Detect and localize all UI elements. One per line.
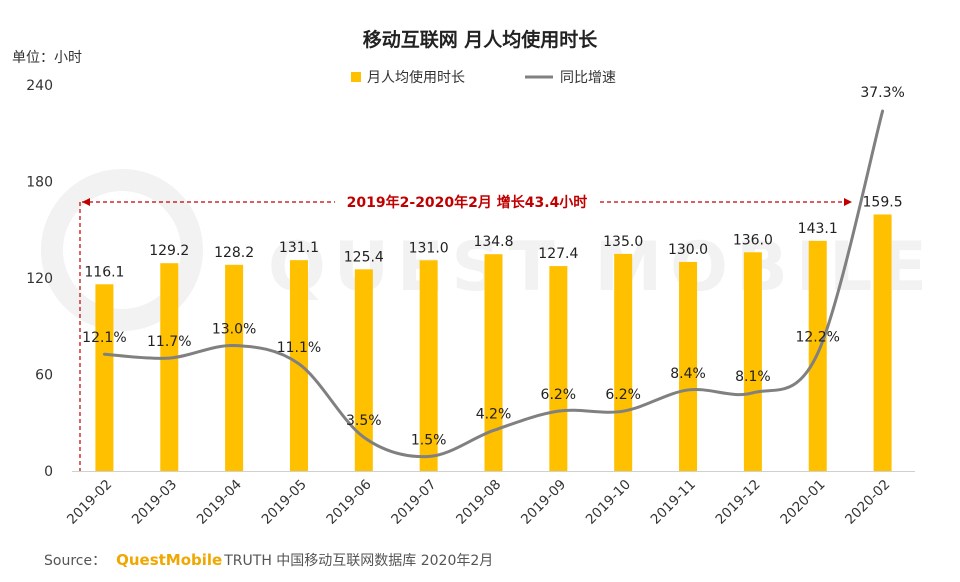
bar-2019-12	[743, 252, 762, 471]
bar-value-label: 159.5	[863, 194, 903, 210]
legend-label-bar: 月人均使用时长	[367, 69, 465, 86]
bar-value-label: 131.0	[409, 240, 449, 256]
x-tick-label: 2019-03	[129, 477, 180, 528]
bar-series	[95, 214, 892, 472]
x-axis-ticks: 2019-02 2019-03 2019-04 2019-05 2019-06 2019-…	[64, 477, 893, 528]
x-tick-label: 2019-10	[583, 477, 634, 528]
y-axis-ticks: 0 60 120 180 240	[26, 78, 53, 480]
growth-value-label: 3.5%	[346, 413, 382, 429]
y-tick-label: 60	[35, 368, 53, 384]
bar-2019-08	[484, 254, 503, 471]
x-tick-label: 2019-04	[194, 477, 245, 528]
bar-2019-11	[679, 261, 698, 471]
bar-2019-02	[95, 284, 114, 471]
bar-value-label: 125.4	[344, 249, 384, 265]
bar-2019-06	[354, 269, 373, 471]
y-tick-label: 180	[26, 175, 53, 191]
annotation-arrow-left	[82, 198, 90, 206]
growth-value-label: 6.2%	[541, 387, 577, 403]
x-tick-label: 2019-06	[323, 477, 374, 528]
unit-label: 单位：小时	[12, 50, 82, 66]
x-tick-label: 2019-12	[713, 477, 764, 528]
growth-value-label: 1.5%	[411, 433, 447, 449]
annotation-text: 2019年2-2020年2月 增长43.4小时	[347, 194, 588, 211]
legend: 月人均使用时长 同比增速	[351, 69, 616, 86]
bar-2019-07	[419, 260, 438, 471]
x-tick-label: 2019-05	[259, 477, 310, 528]
bar-value-label: 135.0	[603, 234, 643, 250]
bar-value-label: 129.2	[149, 243, 189, 259]
bar-value-label: 134.8	[473, 234, 513, 250]
growth-value-label: 12.2%	[795, 329, 839, 345]
bar-value-label: 127.4	[538, 246, 578, 262]
chart-title: 移动互联网 月人均使用时长	[363, 28, 599, 51]
x-tick-label: 2019-11	[648, 477, 699, 528]
bar-value-labels: 116.1 129.2 128.2 131.1 125.4 131.0 134.8 127.4…	[84, 194, 902, 280]
legend-swatch-bar	[351, 72, 361, 82]
bar-value-label: 130.0	[668, 242, 708, 258]
y-tick-label: 240	[26, 78, 53, 94]
bar-value-label: 131.1	[279, 240, 319, 256]
source-brand: QuestMobile	[116, 551, 222, 569]
growth-annotation: 2019年2-2020年2月 增长43.4小时	[79, 192, 852, 471]
growth-value-label: 12.1%	[82, 330, 126, 346]
bar-2019-03	[160, 263, 179, 471]
source-text: TRUTH 中国移动互联网数据库 2020年2月	[223, 553, 493, 569]
annotation-background	[335, 192, 599, 212]
x-tick-label: 2019-09	[518, 477, 569, 528]
growth-value-label: 13.0%	[212, 322, 256, 338]
x-tick-label: 2019-08	[453, 477, 504, 528]
annotation-arrow-right	[844, 198, 852, 206]
bar-value-label: 136.0	[733, 232, 773, 248]
growth-value-labels: 12.1% 11.7% 13.0% 11.1% 3.5% 1.5% 4.2% 6.2% 6.2%…	[82, 85, 905, 448]
y-tick-label: 120	[26, 271, 53, 287]
x-tick-label: 2020-01	[777, 477, 828, 528]
growth-value-label: 11.1%	[277, 340, 321, 356]
y-tick-label: 0	[44, 464, 53, 480]
growth-value-label: 4.2%	[476, 406, 512, 422]
bar-value-label: 143.1	[798, 221, 838, 237]
growth-value-label: 6.2%	[605, 387, 641, 403]
x-tick-label: 2019-02	[64, 477, 115, 528]
source-prefix: Source：	[44, 553, 106, 569]
x-tick-label: 2019-07	[388, 477, 439, 528]
growth-value-label: 8.1%	[735, 369, 771, 385]
bar-2019-04	[225, 264, 244, 471]
bar-value-label: 128.2	[214, 245, 254, 261]
bar-2019-09	[549, 266, 568, 471]
bar-value-label: 116.1	[84, 264, 124, 280]
bar-2019-10	[614, 253, 633, 471]
legend-label-line: 同比增速	[560, 70, 616, 86]
growth-value-label: 37.3%	[860, 85, 904, 101]
growth-value-label: 11.7%	[147, 334, 191, 350]
x-tick-label: 2020-02	[842, 477, 893, 528]
growth-line	[102, 109, 885, 459]
bar-2020-02	[873, 214, 892, 472]
growth-value-label: 8.4%	[670, 366, 706, 382]
source-line: Source： QuestMobile TRUTH 中国移动互联网数据库 2020年…	[44, 551, 493, 569]
